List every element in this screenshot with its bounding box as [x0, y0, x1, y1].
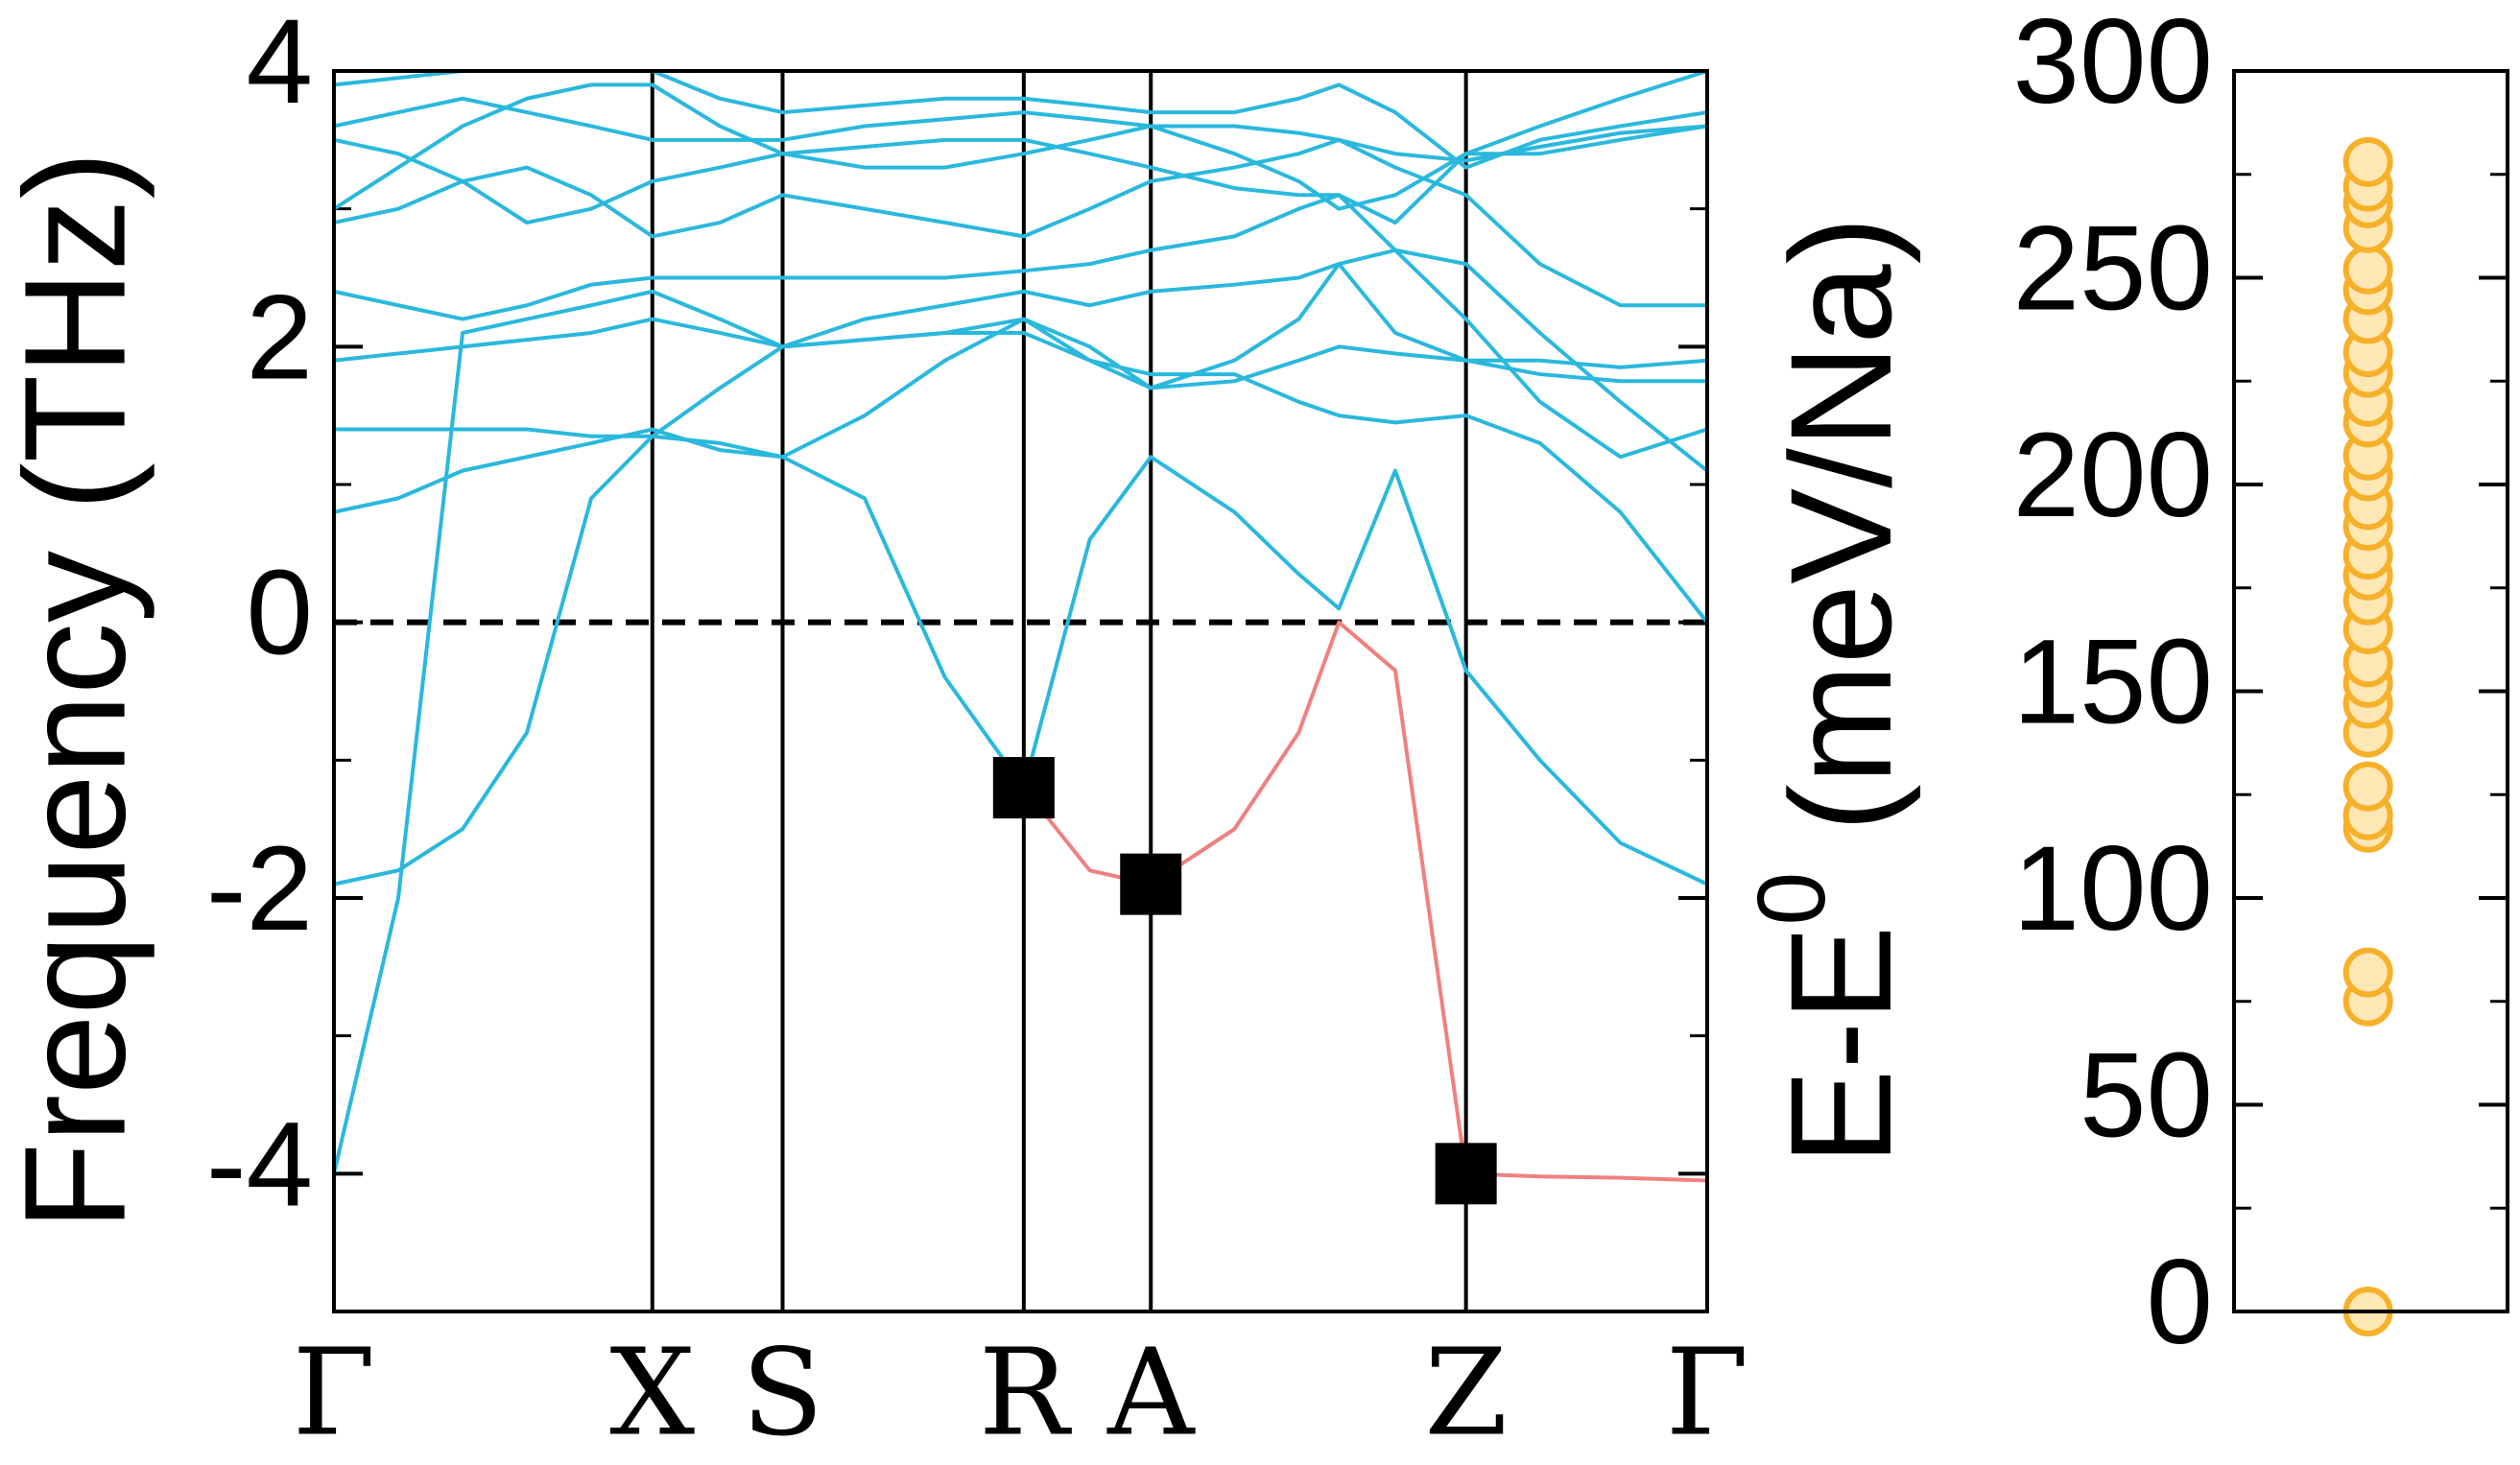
marker	[992, 757, 1055, 819]
x-tick-label: Γ	[293, 1324, 376, 1463]
y-axis-label: E-E0 (meV/Na)	[1738, 216, 1920, 1165]
point	[2342, 136, 2393, 187]
band	[333, 248, 1709, 514]
point	[2342, 244, 2393, 295]
y-tick-label: 300	[2012, 0, 2213, 129]
marker	[1120, 853, 1182, 915]
x-tick-label: A	[1106, 1324, 1196, 1463]
y-tick-label: 50	[2080, 1029, 2213, 1163]
x-tick-label: Γ	[1666, 1324, 1749, 1463]
point	[2342, 947, 2393, 998]
band	[332, 289, 1708, 1174]
y-tick-label: -4	[206, 1098, 313, 1231]
y-tick-label: 250	[2012, 202, 2213, 336]
y-tick-label: 150	[2012, 616, 2213, 749]
band	[333, 137, 1707, 308]
y-label-part: (meV/Na)	[1760, 216, 1921, 871]
y-label-part: E-E	[1760, 926, 1921, 1166]
marker	[1435, 1143, 1497, 1205]
y-tick-label: 0	[246, 547, 313, 680]
plot-frame	[332, 69, 1709, 1313]
plot-frame	[2232, 69, 2509, 1313]
band	[334, 330, 1709, 624]
y-axis-label: Frequency (THz)	[0, 151, 155, 1230]
band	[333, 193, 1708, 460]
band	[332, 69, 1708, 211]
y-label-superscript: 0	[1738, 872, 1845, 926]
band	[333, 96, 1708, 163]
y-tick-label: -2	[206, 822, 313, 956]
band	[333, 124, 1708, 225]
band	[333, 262, 1707, 384]
x-tick-label: S	[742, 1324, 824, 1463]
x-tick-label: X	[609, 1324, 695, 1463]
y-tick-label: 200	[2012, 409, 2213, 542]
x-tick-label: Z	[1424, 1324, 1508, 1463]
y-tick-label: 4	[246, 0, 313, 129]
x-tick-label: R	[979, 1324, 1073, 1463]
y-tick-label: 0	[2146, 1236, 2213, 1369]
point	[2342, 761, 2393, 812]
y-tick-label: 100	[2012, 822, 2213, 956]
y-tick-label: 2	[246, 271, 313, 404]
